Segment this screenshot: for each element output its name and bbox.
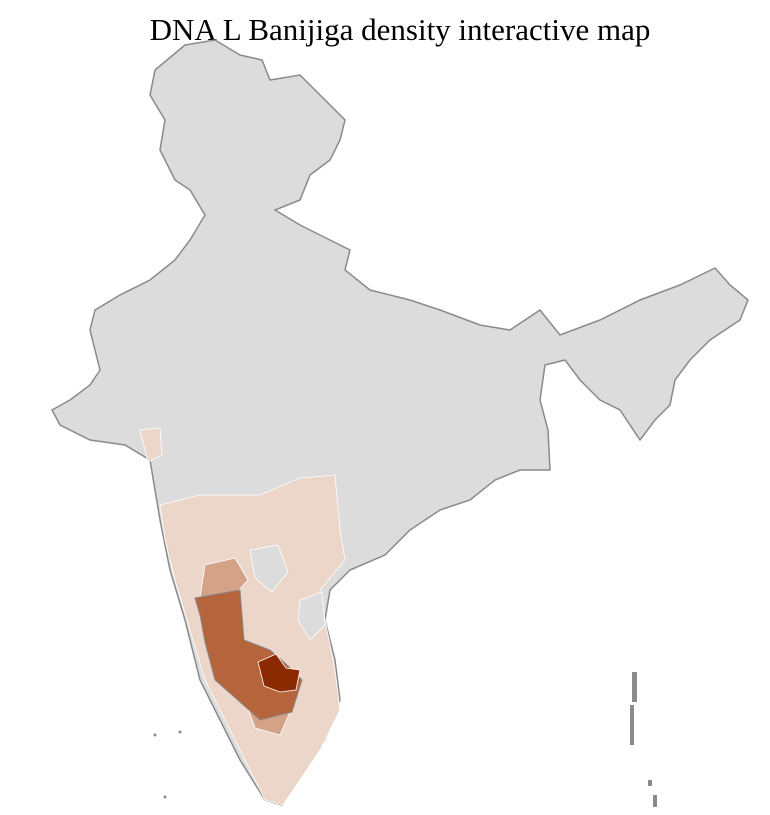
india-outline[interactable] xyxy=(50,39,749,806)
map-title: DNA L Banijiga density interactive map xyxy=(149,12,651,47)
lakshadweep-islands xyxy=(153,730,182,799)
region-low-gujarat[interactable] xyxy=(139,427,163,463)
region-no-data-central[interactable] xyxy=(249,544,289,593)
andaman-nicobar-islands xyxy=(630,672,657,807)
region-highest[interactable] xyxy=(257,653,301,693)
region-low-south[interactable] xyxy=(159,474,346,806)
region-no-data-east[interactable] xyxy=(297,591,326,641)
